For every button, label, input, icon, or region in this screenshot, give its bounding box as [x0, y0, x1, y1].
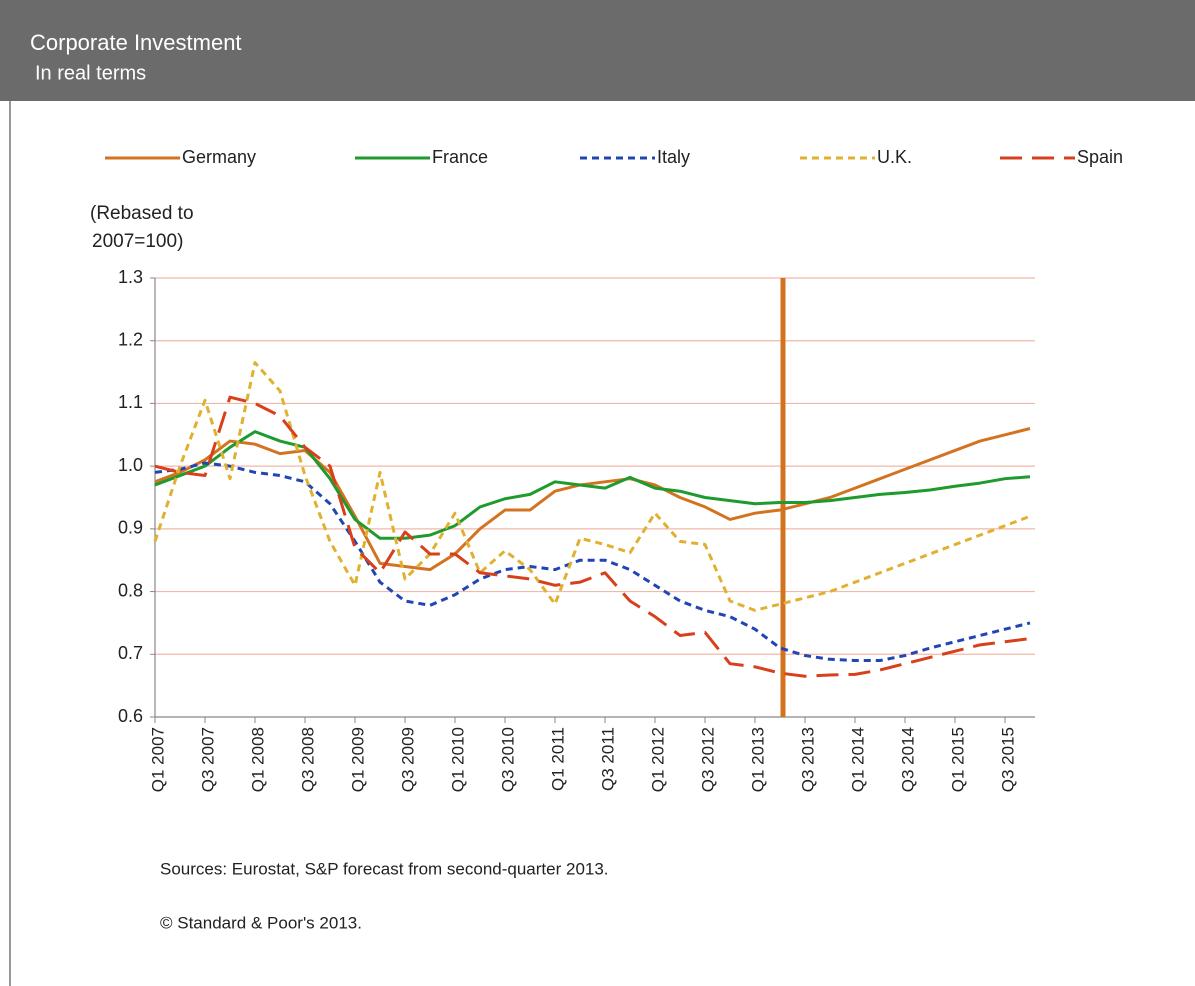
series-line — [154, 430, 1031, 540]
x-tick-label: Q3 2009 — [398, 727, 417, 792]
x-tick-label: Q1 2014 — [848, 727, 867, 792]
note: © Standard & Poor's 2013. — [160, 913, 362, 932]
chart-subtitle: In real terms — [35, 62, 146, 84]
x-tick-label: Q3 2010 — [498, 727, 517, 792]
legend-label: Spain — [1077, 147, 1123, 167]
y-tick-label: 0.6 — [118, 706, 143, 726]
x-tick-label: Q3 2007 — [198, 727, 217, 792]
series-line — [153, 361, 1031, 612]
x-tick-label: Q1 2011 — [548, 727, 567, 791]
y-tick-label: 0.9 — [118, 518, 143, 538]
y-tick-label: 1.0 — [118, 455, 143, 475]
x-tick-label: Q1 2008 — [248, 727, 267, 792]
y-tick-label: 1.3 — [118, 267, 143, 287]
series-line — [154, 395, 1031, 678]
x-tick-label: Q3 2008 — [298, 727, 317, 792]
series-line — [154, 427, 1031, 572]
legend-label: Germany — [182, 147, 256, 167]
y-tick-label: 1.1 — [118, 392, 143, 412]
x-tick-label: Q3 2015 — [998, 727, 1017, 792]
chart-title: Corporate Investment — [30, 30, 242, 55]
legend-label: U.K. — [877, 147, 912, 167]
series-line — [154, 461, 1031, 663]
x-tick-label: Q3 2012 — [698, 727, 717, 792]
x-tick-label: Q3 2014 — [898, 727, 917, 792]
y-tick-label: 0.8 — [118, 580, 143, 600]
x-tick-label: Q1 2013 — [748, 727, 767, 792]
y-tick-label: 0.7 — [118, 643, 143, 663]
x-tick-label: Q1 2009 — [348, 727, 367, 792]
legend-label: Italy — [657, 147, 690, 167]
x-tick-label: Q3 2011 — [598, 727, 617, 791]
note: Sources: Eurostat, S&P forecast from sec… — [160, 859, 609, 878]
x-tick-label: Q1 2007 — [148, 727, 167, 792]
x-tick-label: Q3 2013 — [798, 727, 817, 792]
header-bar — [0, 0, 1195, 101]
legend-label: France — [432, 147, 488, 167]
x-tick-label: Q1 2012 — [648, 727, 667, 792]
y-axis-label: 2007=100) — [92, 231, 183, 252]
y-tick-label: 1.2 — [118, 329, 143, 349]
x-tick-label: Q1 2015 — [948, 727, 967, 792]
x-tick-label: Q1 2010 — [448, 727, 467, 792]
y-axis-label: (Rebased to — [90, 203, 194, 224]
